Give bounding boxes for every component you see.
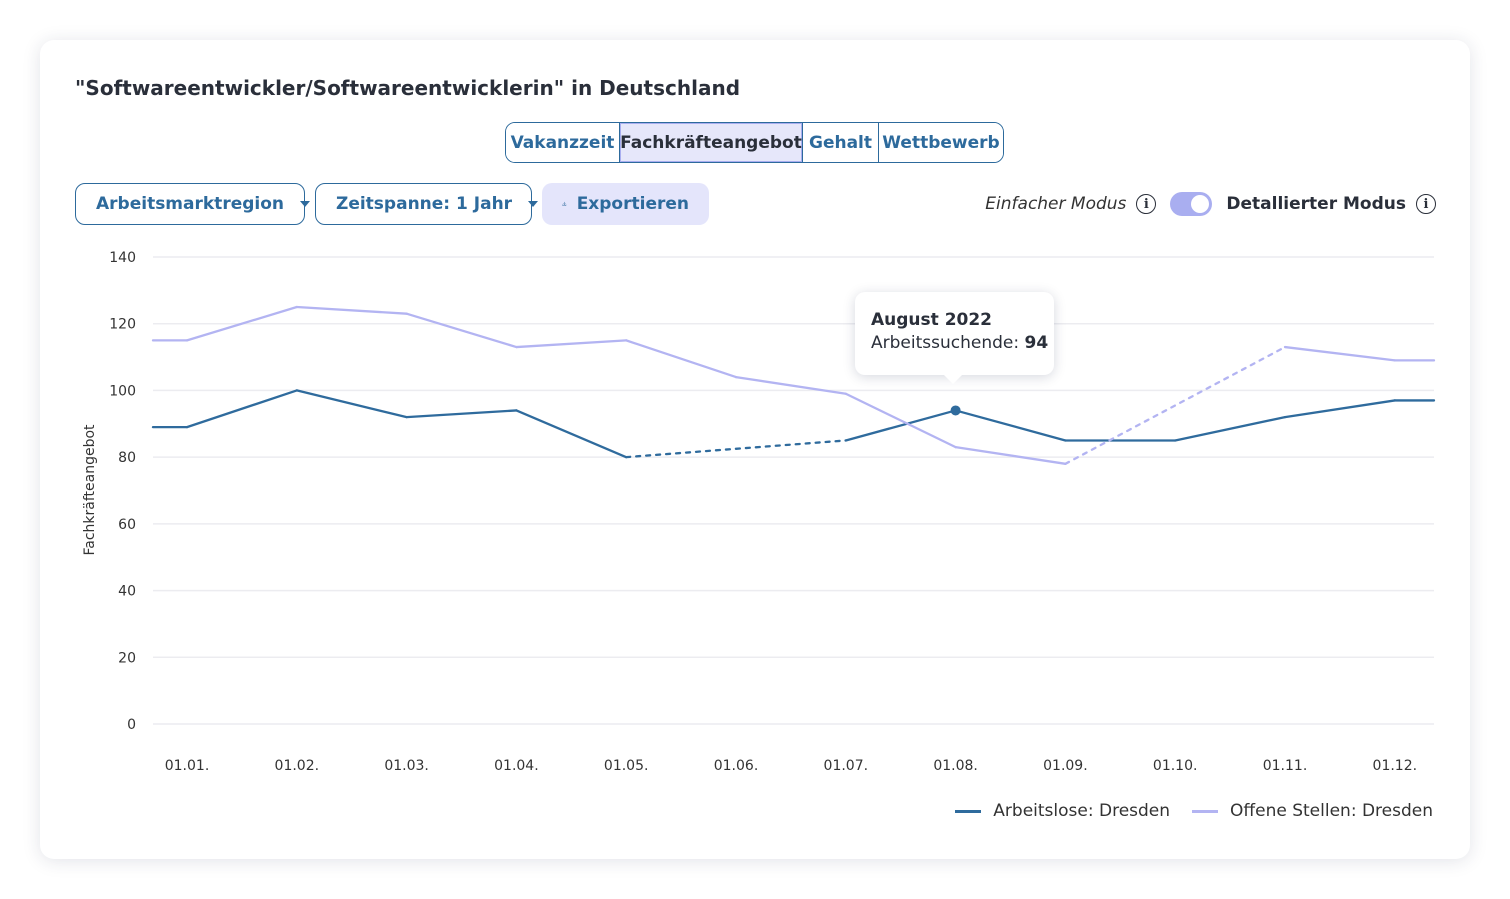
series-1-segment <box>405 409 518 419</box>
toggle-knob <box>1191 195 1210 213</box>
x-tick-label: 01.08. <box>933 758 978 774</box>
series-2-segment <box>1283 345 1396 362</box>
highlight-point <box>950 405 961 416</box>
series-2-segment <box>295 305 408 315</box>
x-tick-label: 01.06. <box>714 758 759 774</box>
y-tick-label: 0 <box>127 717 136 733</box>
info-icon[interactable]: i <box>1416 194 1436 214</box>
y-tick-label: 120 <box>109 317 136 333</box>
tooltip-body: Arbeitssuchende: 94 <box>871 333 1048 353</box>
y-axis-label: Fachkräfteangebot <box>82 424 98 556</box>
tab-bar: Vakanzzeit Fachkräfteangebot Gehalt Wett… <box>505 122 1004 163</box>
y-tick-label: 60 <box>118 517 136 533</box>
y-tick-label: 100 <box>109 383 136 399</box>
series-2-segment <box>185 305 298 342</box>
x-tick-label: 01.01. <box>165 758 210 774</box>
caret-down-icon <box>528 201 539 207</box>
series-2-segment <box>515 339 628 349</box>
series-1-segment <box>625 439 847 459</box>
mode-switch: Einfacher Modus i Detallierter Modus i <box>985 190 1436 218</box>
x-tick-label: 01.11. <box>1263 758 1308 774</box>
series-2-segment <box>734 375 847 395</box>
series-2-segment <box>1064 345 1287 465</box>
tab-wettbewerb[interactable]: Wettbewerb <box>879 123 1003 162</box>
legend-swatch <box>955 809 982 813</box>
series-1-segment <box>1283 399 1396 419</box>
legend-item-arbeitslose[interactable]: Arbeitslose: Dresden <box>955 801 1170 821</box>
mode-toggle[interactable] <box>1170 192 1213 216</box>
period-dropdown[interactable]: Zeitspanne: 1 Jahr <box>315 183 539 225</box>
tab-gehalt[interactable]: Gehalt <box>803 123 879 162</box>
simple-mode-label: Einfacher Modus <box>985 194 1127 214</box>
chart-legend: Arbeitslose: Dresden Offene Stellen: Dre… <box>955 801 1433 821</box>
period-dropdown-label: Zeitspanne: 1 Jahr <box>336 194 513 214</box>
x-tick-label: 01.03. <box>384 758 429 774</box>
series-1-segment <box>185 389 298 429</box>
series-2-segment <box>844 392 957 449</box>
export-button-label: Exportieren <box>576 194 689 214</box>
series-1-segment <box>844 409 957 442</box>
tab-vakanzzeit[interactable]: Vakanzzeit <box>506 123 620 162</box>
x-tick-label: 01.09. <box>1043 758 1088 774</box>
y-tick-label: 20 <box>118 650 136 666</box>
info-icon[interactable]: i <box>1136 194 1157 214</box>
legend-swatch <box>1192 809 1219 813</box>
series-1-segment <box>954 409 1067 442</box>
region-dropdown-label: Arbeitsmarktregion <box>96 194 285 214</box>
chart-card: "Softwareentwickler/Softwareentwicklerin… <box>40 40 1470 859</box>
x-tick-label: 01.04. <box>494 758 539 774</box>
page-title: "Softwareentwickler/Softwareentwicklerin… <box>75 76 741 100</box>
legend-label: Offene Stellen: Dresden <box>1230 801 1433 821</box>
series-1-segment <box>515 409 628 459</box>
series-1-segment <box>295 389 408 419</box>
export-button[interactable]: Exportieren <box>542 183 709 225</box>
x-tick-label: 01.10. <box>1153 758 1198 774</box>
legend-item-offene-stellen[interactable]: Offene Stellen: Dresden <box>1192 801 1433 821</box>
y-tick-label: 40 <box>118 584 136 600</box>
series-1-segment <box>1174 415 1287 442</box>
legend-label: Arbeitslose: Dresden <box>993 801 1171 821</box>
caret-down-icon <box>300 201 311 207</box>
tooltip-label: Arbeitssuchende: <box>871 333 1020 353</box>
region-dropdown[interactable]: Arbeitsmarktregion <box>75 183 311 225</box>
tooltip-title: August 2022 <box>871 310 993 330</box>
chart-tooltip: August 2022 Arbeitssuchende: 94 <box>855 292 1054 384</box>
x-tick-label: 01.02. <box>275 758 320 774</box>
series-2-segment <box>954 445 1067 465</box>
x-tick-label: 01.12. <box>1373 758 1418 774</box>
y-tick-label: 140 <box>109 250 136 266</box>
x-tick-label: 01.05. <box>604 758 649 774</box>
series-2-segment <box>405 312 518 349</box>
tab-fachkraefteangebot[interactable]: Fachkräfteangebot <box>620 123 803 162</box>
tooltip-value: 94 <box>1024 333 1049 353</box>
detailed-mode-label: Detallierter Modus <box>1226 194 1406 214</box>
download-icon <box>562 201 567 206</box>
x-tick-label: 01.07. <box>824 758 869 774</box>
series-2-segment <box>625 339 738 379</box>
y-tick-label: 80 <box>118 450 136 466</box>
